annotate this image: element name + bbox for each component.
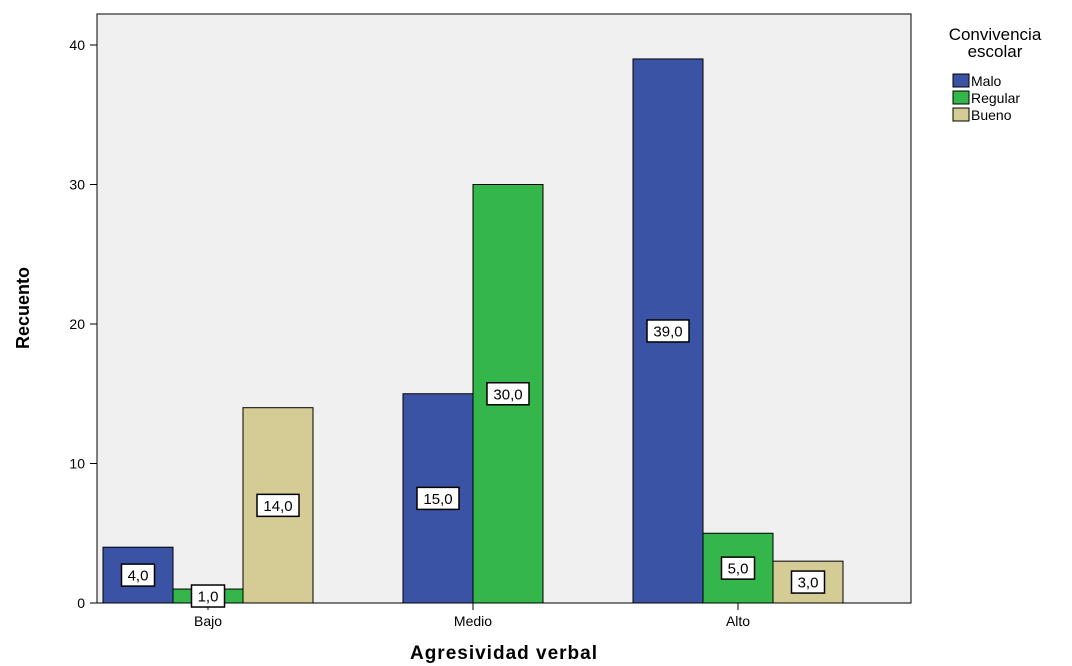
x-tick-label: Bajo <box>194 613 222 629</box>
data-label-text: 39,0 <box>653 323 682 340</box>
data-label-text: 3,0 <box>798 575 819 592</box>
legend-title-line-1: Convivencia <box>949 25 1042 44</box>
bars <box>102 58 844 604</box>
bar-regular-alto <box>702 532 774 604</box>
x-axis-ticks: Bajo Medio Alto <box>194 603 750 629</box>
legend-item-malo: Malo <box>952 73 1002 89</box>
data-label-box <box>720 556 756 580</box>
data-label: 5,0 <box>720 556 756 580</box>
y-tick-label: 20 <box>69 316 85 332</box>
y-tick-label: 0 <box>77 595 85 611</box>
data-label-text: 14,0 <box>263 498 292 515</box>
legend-label: Malo <box>971 73 1002 89</box>
y-tick-label: 10 <box>69 456 85 472</box>
data-label: 3,0 <box>790 570 826 594</box>
legend-label: Bueno <box>971 107 1012 123</box>
data-labels: 4,0 1,0 14,0 15,0 30,0 39,0 5,0 3,0 <box>120 319 826 608</box>
y-tick-label: 40 <box>69 37 85 53</box>
legend-item-regular: Regular <box>952 90 1020 106</box>
y-tick-label: 30 <box>69 177 85 193</box>
data-label-box <box>256 493 300 518</box>
data-label-box <box>416 486 460 511</box>
y-axis-title: Recuento <box>13 267 33 349</box>
x-axis-title: Agresividad verbal <box>410 643 598 664</box>
data-label-text: 30,0 <box>493 386 522 403</box>
data-label: 15,0 <box>416 486 460 511</box>
data-label-box <box>646 319 690 343</box>
data-label-text: 1,0 <box>198 589 219 606</box>
data-label: 30,0 <box>486 382 530 406</box>
data-label-box <box>190 584 226 608</box>
y-axis-ticks: 0 10 20 30 40 <box>69 37 97 611</box>
data-label: 1,0 <box>190 584 226 608</box>
data-label: 39,0 <box>646 319 690 343</box>
x-tick-label: Alto <box>726 613 750 629</box>
data-label-box <box>790 570 826 594</box>
data-label-text: 15,0 <box>423 491 452 508</box>
legend-swatch <box>952 90 970 105</box>
data-label: 4,0 <box>120 563 156 587</box>
legend-swatch <box>952 73 970 88</box>
data-label: 14,0 <box>256 493 300 518</box>
data-label-box <box>486 382 530 406</box>
data-label-box <box>120 563 156 587</box>
data-label-text: 5,0 <box>728 561 749 578</box>
legend-swatch <box>952 107 970 122</box>
data-label-text: 4,0 <box>128 568 149 585</box>
legend-title-line-2: escolar <box>968 42 1023 61</box>
x-tick-label: Medio <box>454 613 492 629</box>
legend-item-bueno: Bueno <box>952 107 1012 123</box>
legend-label: Regular <box>971 90 1020 106</box>
